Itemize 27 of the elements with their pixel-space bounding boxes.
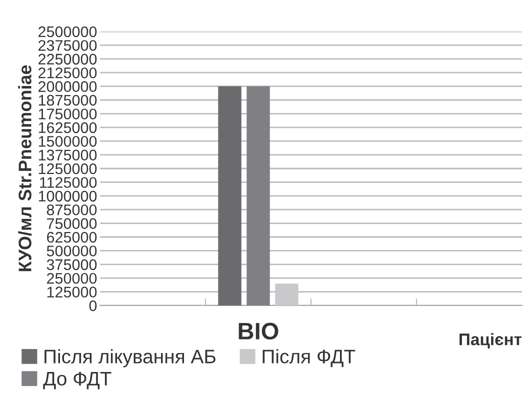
x-tick-label: ВІО bbox=[238, 322, 278, 340]
y-tick-label: 1125000 bbox=[40, 177, 97, 188]
y-tick-label: 1500000 bbox=[38, 136, 97, 147]
y-tick-label: 1375000 bbox=[38, 150, 97, 160]
legend-label: Після ФДТ bbox=[262, 349, 356, 368]
x-axis-title: Пацієнт bbox=[460, 333, 522, 348]
y-tick-label: 1625000 bbox=[38, 122, 97, 134]
y-tick-label: 2375000 bbox=[38, 40, 97, 51]
y-axis-title: КУО/мл Str.Pneumoniae bbox=[18, 65, 32, 272]
y-tick-label: 2250000 bbox=[38, 54, 97, 65]
y-tick-label: 1250000 bbox=[38, 163, 97, 174]
y-tick-label: 125000 bbox=[47, 286, 97, 298]
y-tick-label: 2000000 bbox=[38, 81, 97, 92]
y-tick-label: 1875000 bbox=[38, 94, 97, 106]
y-tick-label: 0 bbox=[89, 300, 97, 312]
y-tick-label: 1750000 bbox=[38, 108, 97, 120]
legend-label: До ФДТ bbox=[43, 372, 112, 390]
y-tick-label: 875000 bbox=[46, 204, 97, 216]
y-tick-label: 750000 bbox=[47, 218, 97, 229]
y-tick-label: 2125000 bbox=[38, 67, 97, 78]
y-tick-label: 625000 bbox=[47, 232, 97, 243]
y-tick-label: 250000 bbox=[47, 272, 97, 284]
y-tick-label: 500000 bbox=[46, 246, 97, 256]
y-tick-label: 375000 bbox=[46, 259, 97, 270]
y-tick-label: 1000000 bbox=[38, 190, 97, 202]
legend-label: Після лікування АБ bbox=[44, 349, 216, 368]
y-tick-label: 2500000 bbox=[38, 26, 97, 38]
